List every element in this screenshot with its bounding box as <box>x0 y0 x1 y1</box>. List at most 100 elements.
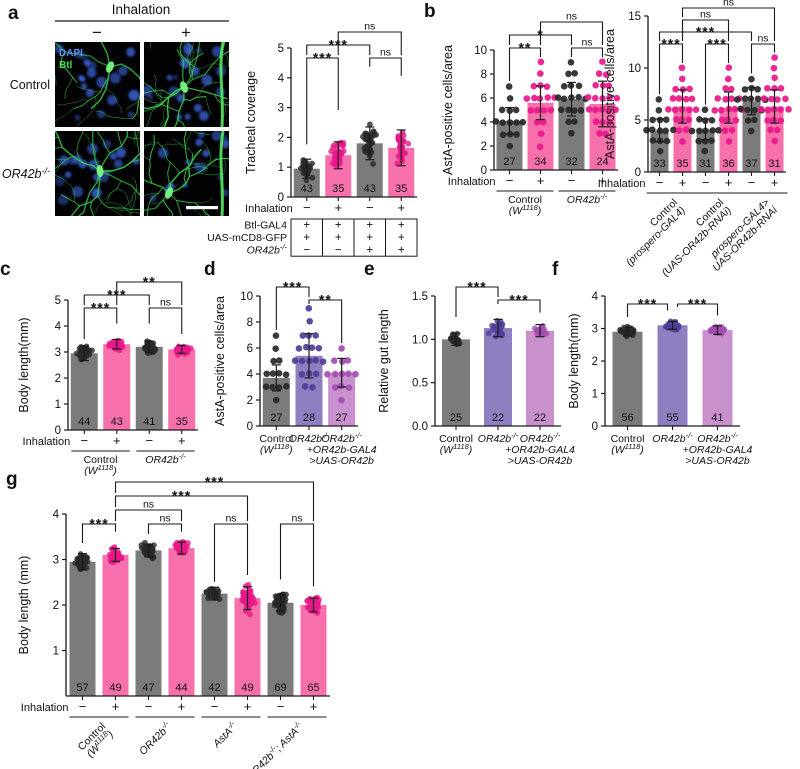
inhalation-label: Inhalation <box>23 436 71 448</box>
group-label: OR42b-/- <box>478 431 519 445</box>
sig-label: *** <box>467 279 486 295</box>
bars-group <box>69 548 327 696</box>
y-tick-label: 1 <box>592 389 598 401</box>
inhalation-symbol: − <box>277 699 285 714</box>
group-label: Control <box>611 433 645 445</box>
bracket <box>114 481 315 521</box>
significance-brackets-group: *** *** <box>455 279 541 317</box>
y-tick-label: 0.0 <box>412 421 428 433</box>
row-label-control: Control <box>10 78 50 92</box>
n-label: 33 <box>653 158 665 170</box>
n-label: 27 <box>503 156 515 168</box>
y-tick-label: 4 <box>278 73 285 85</box>
inhalation-symbol: − <box>748 175 756 190</box>
sig-label: ns <box>225 513 236 525</box>
y-tick-label: 1.0 <box>412 334 428 346</box>
inhalation-header: Inhalation <box>112 2 171 17</box>
group-label: >UAS-OR42b <box>309 455 374 467</box>
n-label: 28 <box>303 412 315 424</box>
n-label: 22 <box>492 412 504 424</box>
inhalation-symbol: + <box>178 433 186 448</box>
bracket <box>508 47 542 81</box>
y-tick-label: 1 <box>278 162 284 174</box>
bar <box>657 325 688 426</box>
genotype-cell: + <box>398 232 405 244</box>
y-tick-label: 0 <box>481 165 487 177</box>
panel-label-d: d <box>204 259 216 280</box>
bar <box>102 554 129 696</box>
sig-label: *** <box>661 36 680 52</box>
y-tick-label: 0 <box>55 425 61 437</box>
panel-label-g: g <box>6 469 18 490</box>
sig-label: ns <box>364 21 375 33</box>
bracket <box>455 286 499 317</box>
bar <box>442 339 470 426</box>
bar <box>103 344 131 430</box>
bracket <box>148 307 183 334</box>
sig-label: ns <box>723 0 734 9</box>
genotype-cell: + <box>303 232 310 244</box>
sig-label: ns <box>143 499 154 511</box>
inhalation-symbol: − <box>366 200 374 215</box>
group-label: (W1118) <box>260 442 293 456</box>
inhalation-symbol: − <box>506 173 514 188</box>
n-label: 34 <box>534 156 546 168</box>
genotype-cell: + <box>366 220 373 232</box>
bracket <box>658 43 684 95</box>
x-axis-labels-group: Inhalation − + − +Control(W1118)OR42b-/- <box>448 173 616 217</box>
bar <box>300 605 327 696</box>
n-label: 27 <box>336 412 348 424</box>
y-axis-label: Body length(mm) <box>567 313 581 408</box>
panel-label-f: f <box>552 259 559 280</box>
y-tick-label: 2 <box>55 373 61 385</box>
group-label: OR42b-/-; AstA-/- <box>243 719 306 769</box>
y-tick-label: 0.5 <box>412 378 428 390</box>
bar <box>135 346 163 430</box>
bracket <box>681 7 776 41</box>
y-axis-label: Body length (mm) <box>17 556 31 655</box>
n-label: 43 <box>364 183 376 195</box>
group-label: OR42b-/- <box>697 431 738 445</box>
sig-label: ns <box>757 33 768 45</box>
sig-label: ns <box>581 37 592 49</box>
y-tick-label: 3 <box>592 324 598 336</box>
sig-label: *** <box>313 50 332 66</box>
significance-brackets-group: *** *** <box>626 296 719 317</box>
bracket <box>681 19 730 41</box>
y-tick-label: 10 <box>474 45 487 57</box>
bracket <box>308 299 343 343</box>
scatter-dots-group <box>643 54 792 155</box>
group-label: OR42b-/- <box>567 192 608 206</box>
y-tick-label: 2 <box>278 132 284 144</box>
group-label: OR42b-/- <box>289 431 330 445</box>
inhalation-symbol: + <box>244 699 252 714</box>
micrograph <box>55 42 140 127</box>
group-label: +OR42b-GAL4 <box>505 444 575 456</box>
inhalation-symbol: + <box>679 175 687 190</box>
n-label: 25 <box>450 412 462 424</box>
inhalation-symbol: + <box>113 433 121 448</box>
y-tick-label: 5 <box>55 295 61 307</box>
scatter-dots-group <box>262 305 359 404</box>
n-label: 69 <box>274 682 286 694</box>
n-label: 35 <box>176 416 188 428</box>
group-label: OR42b-/- <box>652 431 693 445</box>
axes-group: 0.0 0.5 1.0 1.5 Relative gut length <box>377 291 561 433</box>
scatter-dots-group <box>447 317 550 347</box>
error-bars-group <box>271 333 347 392</box>
error-bars-group <box>78 541 318 613</box>
y-tick-label: 2 <box>247 395 253 407</box>
y-tick-label: 2 <box>592 356 598 368</box>
micrograph <box>55 131 140 216</box>
bar <box>168 349 196 430</box>
y-axis-label: AstA-positive cells/area <box>441 45 455 175</box>
n-label: 22 <box>534 412 546 424</box>
sig-label: *** <box>696 24 715 40</box>
y-tick-label: 4 <box>592 291 599 303</box>
sig-label: ns <box>160 297 171 309</box>
y-axis-label: Tracheal coverage <box>244 71 258 174</box>
